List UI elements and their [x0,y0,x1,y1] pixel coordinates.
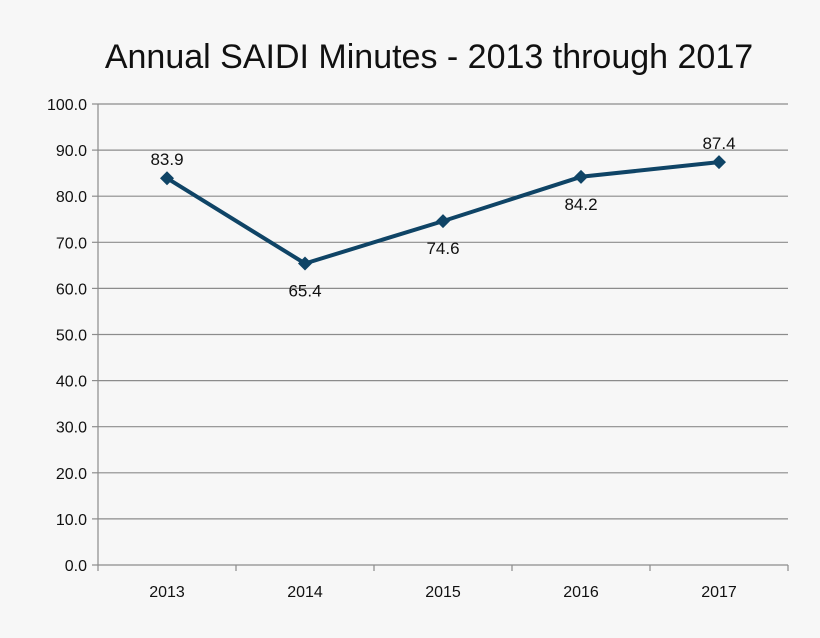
data-label: 87.4 [702,134,735,153]
x-tick-label: 2015 [425,584,461,601]
y-tick-label: 40.0 [56,374,87,391]
y-tick-label: 90.0 [56,143,87,160]
data-labels: 83.9 65.4 74.6 84.2 87.4 [150,134,735,300]
y-tick-label: 30.0 [56,420,87,437]
series-group [160,155,726,271]
x-tick-label: 2014 [287,584,323,601]
data-point-marker [160,171,174,186]
y-tick-label: 20.0 [56,466,87,483]
x-tick-label: 2017 [701,584,737,601]
x-tick-label: 2016 [563,584,599,601]
data-point-marker [436,214,450,229]
y-tick-label: 50.0 [56,328,87,345]
data-point-marker [712,155,726,170]
data-point-marker [298,256,312,271]
gridlines [98,103,788,520]
y-tick-label: 70.0 [56,235,87,252]
data-point-marker [574,169,588,184]
data-label: 83.9 [150,150,183,169]
y-tick-label: 0.0 [65,558,87,575]
x-axis-ticks: 2013 2014 2015 2016 2017 [97,565,789,601]
data-label: 84.2 [564,195,597,214]
data-label: 74.6 [426,239,459,258]
y-tick-label: 10.0 [56,512,87,529]
y-tick-label: 100.0 [47,97,87,114]
chart-title: Annual SAIDI Minutes - 2013 through 2017 [105,38,753,76]
y-axis-ticks: 0.0 10.0 20.0 30.0 40.0 50.0 60.0 70.0 80.0 90.0 1… [47,97,98,575]
y-tick-label: 80.0 [56,189,87,206]
data-label: 65.4 [288,282,321,301]
y-tick-label: 60.0 [56,281,87,298]
x-tick-label: 2013 [149,584,185,601]
